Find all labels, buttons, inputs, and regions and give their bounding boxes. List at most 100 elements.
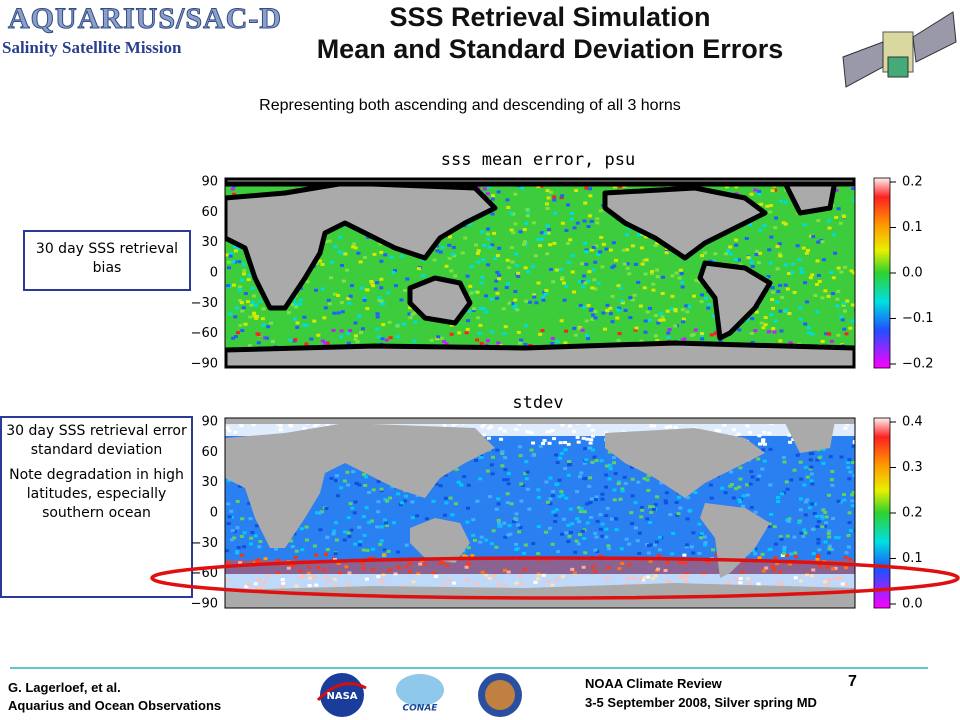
speckle [666,336,671,340]
speckle [643,319,648,323]
speckle [513,192,518,196]
map-frame [224,177,856,369]
speckle [616,482,621,486]
speckle [598,527,603,531]
speckle [476,186,481,190]
speckle [803,513,808,517]
speckle [548,476,553,480]
speckle [290,303,295,307]
speckle [629,511,634,515]
speckle [809,472,814,476]
speckle [844,551,849,555]
speckle [836,289,841,293]
speckle [229,509,234,513]
land [225,423,495,548]
speckle [607,477,612,481]
speckle [496,190,501,194]
speckle [248,315,253,319]
speckle [815,282,820,286]
speckle [480,275,485,279]
speckle [249,536,254,540]
speckle [225,561,230,565]
speckle [307,565,312,569]
speckle [331,532,336,536]
speckle [639,232,644,236]
speckle [776,289,781,293]
speckle [517,445,522,449]
speckle [693,491,698,495]
speckle [557,495,562,499]
speckle [464,331,469,335]
speckle [842,327,847,331]
speckle [552,437,557,441]
speckle [770,286,775,290]
speckle [587,484,592,488]
note-text: 30 day SSS retrieval bias [35,241,179,276]
speckle [274,547,279,551]
speckle [522,551,527,555]
speckle [360,561,365,565]
speckle [459,483,464,487]
lat-label: −60 [191,326,218,341]
colorbar-label: 0.2 [902,506,923,521]
speckle [564,228,569,232]
speckle [568,238,573,242]
speckle [688,509,693,513]
speckle [416,267,421,271]
speckle [809,479,814,483]
speckle [460,251,465,255]
speckle [361,548,366,552]
speckle [768,204,773,208]
speckle [360,327,365,331]
speckle [798,497,803,501]
speckle [333,245,338,249]
speckle [509,211,514,215]
speckle [586,279,591,283]
speckle [835,297,840,301]
speckle [250,300,255,304]
speckle [589,307,594,311]
speckle [254,316,259,320]
speckle [812,511,817,515]
speckle [555,461,560,465]
lat-label: 60 [201,445,218,460]
speckle [391,271,396,275]
speckle [464,565,469,569]
speckle [612,185,617,189]
speckle [518,230,523,234]
speckle [519,338,524,342]
speckle [247,344,252,348]
speckle [610,294,615,298]
speckle [454,468,459,472]
speckle [640,262,645,266]
speckle [232,536,237,540]
logo-text: NASA [326,691,357,702]
speckle [625,262,630,266]
speckle [609,517,614,521]
speckle [469,265,474,269]
speckle [554,453,559,457]
speckle [456,480,461,484]
speckle [584,319,589,323]
speckle [807,506,812,510]
speckle [846,461,851,465]
speckle [573,333,578,337]
speckle [429,338,434,342]
speckle [687,305,692,309]
speckle [383,497,388,501]
speckle [522,567,527,571]
speckle [650,270,655,274]
speckle [563,341,568,345]
speckle [497,277,502,281]
speckle [758,251,763,255]
speckle [506,205,511,209]
speckle [438,561,443,565]
speckle [575,490,580,494]
speckle [432,258,437,262]
speckle [479,453,484,457]
speckle [288,539,293,543]
speckle [379,250,384,254]
speckle [685,310,690,314]
speckle [293,302,298,306]
speckle [536,238,541,242]
